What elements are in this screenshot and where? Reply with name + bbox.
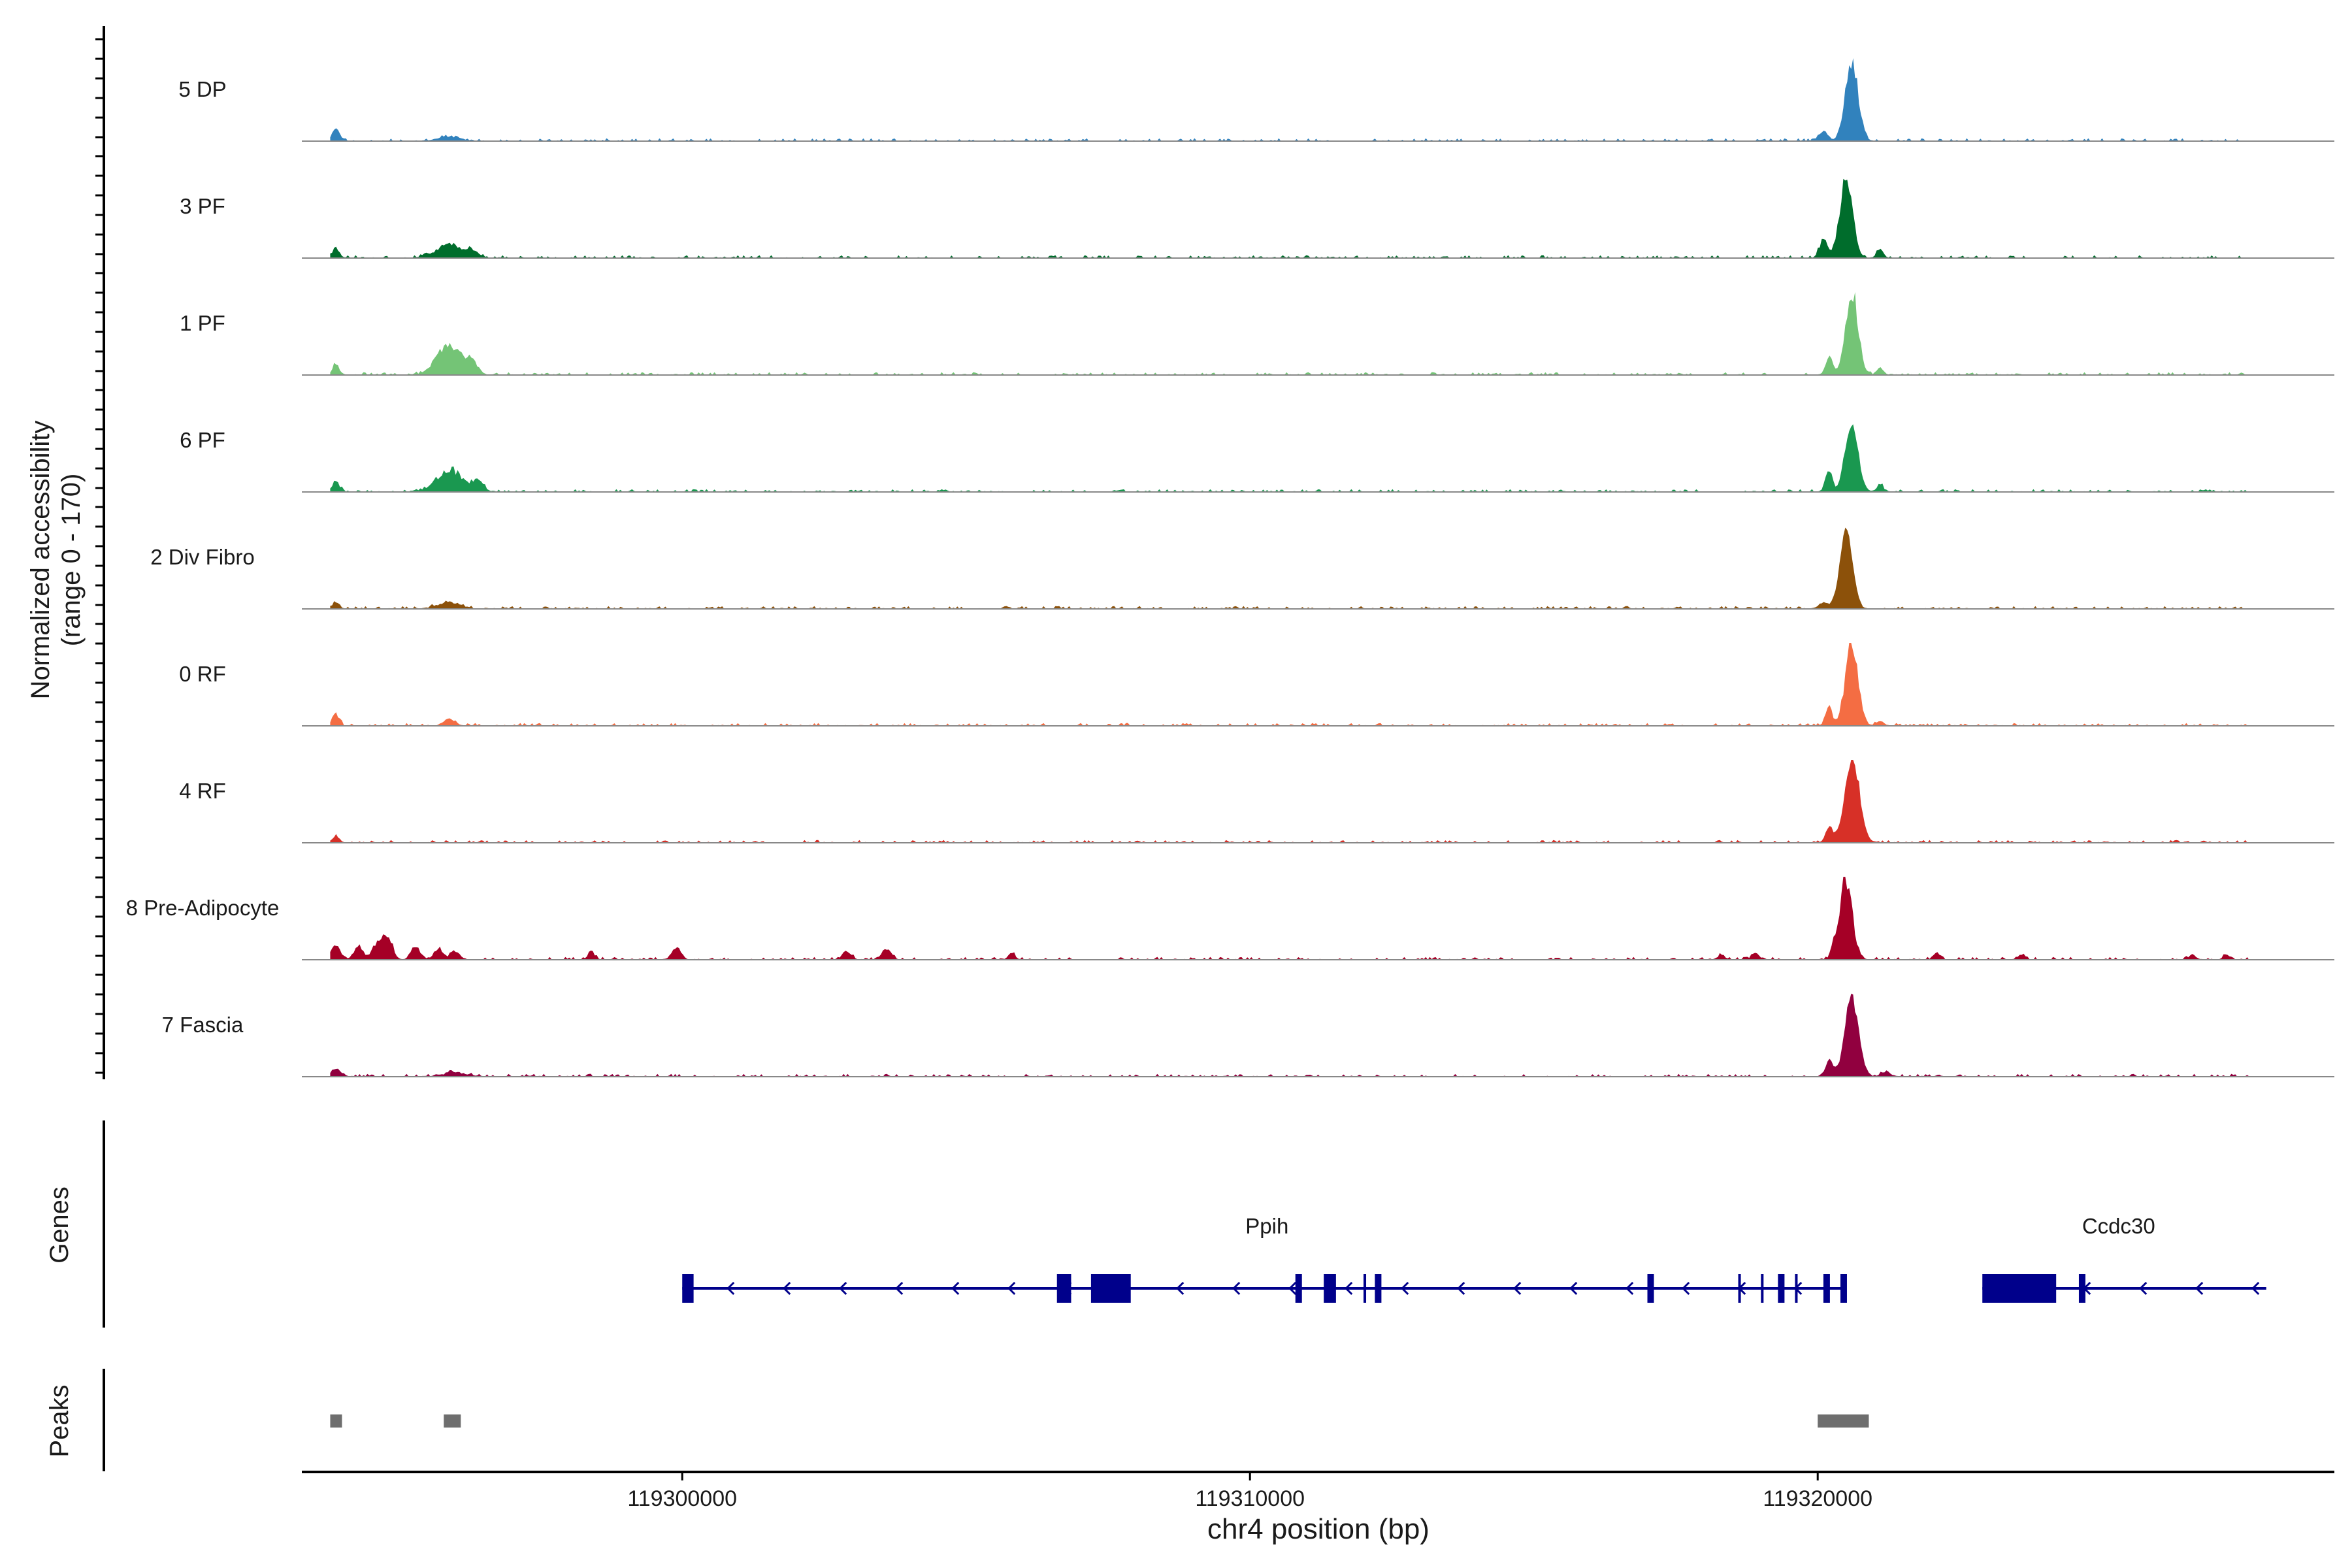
strand-arrow	[2139, 1281, 2148, 1296]
exon	[1090, 1274, 1131, 1303]
coverage-area	[330, 58, 2249, 141]
coverage-tracks: 5 DP 3 PF 1 PF 6 PF 2 Div Fibro 0 RF 4 RF 8 Pre…	[126, 58, 2334, 1077]
track-label: 1 PF	[180, 311, 225, 335]
track-2-div-fibro: 2 Div Fibro	[150, 527, 2334, 610]
x-tick-label: 119310000	[1195, 1486, 1305, 1511]
strand-arrow	[1682, 1281, 1690, 1296]
exon	[2078, 1274, 2085, 1303]
strand-arrow	[1401, 1281, 1409, 1296]
exon	[1761, 1274, 1764, 1303]
track-7-fascia: 7 Fascia	[162, 994, 2334, 1077]
exon	[1778, 1274, 1785, 1303]
exon	[1329, 1274, 1336, 1303]
track-8-pre-adipocyte: 8 Pre-Adipocyte	[126, 877, 2334, 960]
strand-arrow	[1457, 1281, 1465, 1296]
exon	[1324, 1274, 1331, 1303]
track-4-rf: 4 RF	[179, 760, 2334, 843]
exon	[1823, 1274, 1830, 1303]
strand-arrow	[839, 1281, 847, 1296]
strand-arrow	[1176, 1281, 1184, 1296]
track-label: 4 RF	[179, 779, 226, 803]
gene-ccdc30: Ccdc30	[1982, 1214, 2266, 1303]
strand-arrow	[1232, 1281, 1241, 1296]
track-label: 3 PF	[180, 194, 225, 218]
strand-arrow	[895, 1281, 904, 1296]
strand-arrow	[951, 1281, 960, 1296]
genes-track-label: Genes	[45, 1186, 74, 1264]
strand-arrow	[727, 1281, 735, 1296]
coverage-area	[330, 643, 2249, 726]
x-axis: 119300000 119310000 119320000	[302, 1471, 2334, 1511]
y-axis	[95, 26, 105, 1079]
track-5-dp: 5 DP	[178, 58, 2334, 142]
strand-arrow	[1288, 1281, 1297, 1296]
x-tick-label: 119320000	[1763, 1486, 1872, 1511]
gene-label: Ppih	[1245, 1214, 1288, 1238]
track-label: 2 Div Fibro	[150, 545, 255, 569]
coverage-area	[330, 178, 2249, 258]
track-1-pf: 1 PF	[180, 292, 2334, 376]
track-6-pf: 6 PF	[180, 424, 2334, 493]
y-axis-title-line2: (range 0 - 170)	[57, 474, 86, 647]
gene-annotation-track: Ppih Ccdc30	[682, 1214, 2266, 1303]
x-tick-label: 119300000	[627, 1486, 737, 1511]
exon	[1982, 1274, 2057, 1303]
strand-arrow	[1345, 1281, 1353, 1296]
coverage-area	[330, 760, 2249, 843]
exon	[1647, 1274, 1654, 1303]
exon	[1738, 1274, 1741, 1303]
track-label: 8 Pre-Adipocyte	[126, 896, 280, 920]
track-0-rf: 0 RF	[179, 643, 2334, 727]
track-label: 6 PF	[180, 428, 225, 452]
gene-label: Ccdc30	[2082, 1214, 2155, 1238]
y-axis-title-line1: Normalized accessibility	[26, 421, 55, 700]
exon	[1795, 1274, 1798, 1303]
strand-arrow	[2251, 1281, 2260, 1296]
peak-region	[444, 1414, 461, 1428]
strand-arrow	[2195, 1281, 2204, 1296]
peak-region	[1818, 1414, 1869, 1428]
exon	[1840, 1274, 1847, 1303]
strand-arrow	[1569, 1281, 1578, 1296]
coverage-area	[330, 527, 2249, 609]
exon	[1295, 1274, 1302, 1303]
track-label: 7 Fascia	[162, 1013, 244, 1037]
peaks-track-label: Peaks	[45, 1384, 74, 1457]
coverage-area	[330, 877, 2249, 960]
peak-region	[330, 1414, 342, 1428]
x-axis-title: chr4 position (bp)	[1207, 1513, 1429, 1545]
track-3-pf: 3 PF	[180, 178, 2334, 259]
exon	[1056, 1274, 1071, 1303]
track-label: 5 DP	[178, 77, 226, 101]
coverage-area	[330, 994, 2249, 1077]
exon	[1364, 1274, 1367, 1303]
coverage-area	[330, 424, 2249, 492]
strand-arrow	[783, 1281, 791, 1296]
strand-arrow	[1007, 1281, 1016, 1296]
strand-arrow	[1513, 1281, 1522, 1296]
strand-arrow	[1625, 1281, 1634, 1296]
track-label: 0 RF	[179, 662, 226, 686]
peaks-track	[330, 1414, 1869, 1428]
exon	[1375, 1274, 1382, 1303]
gene-ppih: Ppih	[682, 1214, 1847, 1303]
exon	[682, 1274, 694, 1303]
coverage-area	[330, 292, 2249, 375]
